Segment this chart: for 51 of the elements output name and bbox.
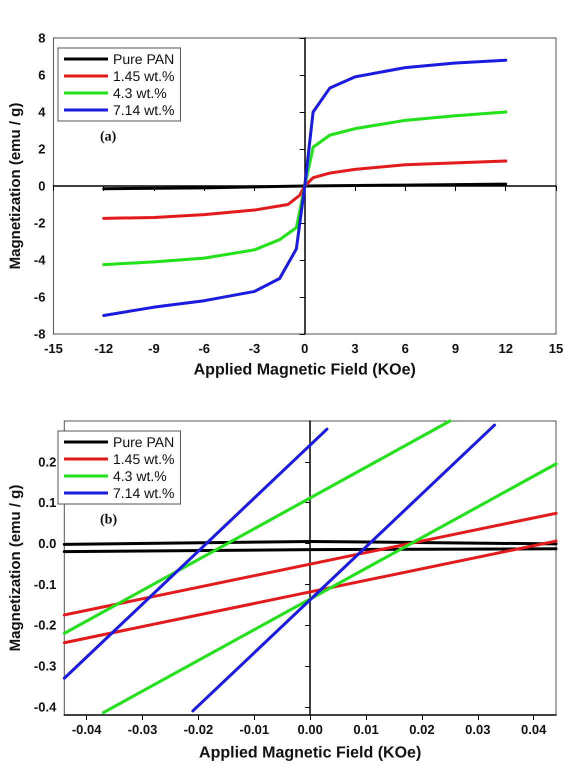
y-tick-label: -2: [34, 216, 46, 230]
x-tick-label: -6: [198, 341, 210, 356]
x-tick-label: 12: [498, 341, 513, 356]
y-tick-label: 0.1: [38, 495, 56, 510]
x-tick-label: 0.03: [465, 722, 490, 737]
y-tick-label: -4: [34, 252, 46, 268]
x-tick-label: 6: [402, 341, 409, 356]
y-tick-label: -0.1: [34, 576, 56, 592]
x-tick-label: 0.01: [353, 722, 379, 737]
legend-label: Pure PAN: [113, 51, 174, 67]
x-tick-label: 0.00: [297, 722, 323, 737]
y-tick-label: 0.0: [38, 536, 56, 551]
y-tick-label: 6: [38, 68, 46, 82]
x-tick-label: -15: [44, 341, 63, 356]
legend-label: 7.14 wt.%: [113, 102, 174, 118]
x-tick-label: -9: [148, 341, 160, 356]
y-tick-label: -8: [34, 326, 46, 342]
y-tick-label: -6: [34, 290, 46, 304]
x-axis-title: Applied Magnetic Field (KOe): [199, 744, 422, 762]
line-series: [102, 160, 508, 220]
annotation: (a): [100, 130, 117, 144]
x-tick-label: -0.04: [72, 722, 102, 737]
x-tick-label: 0.02: [409, 722, 435, 737]
x-tick-label: -3: [248, 341, 260, 356]
legend-label: 1.45 wt.%: [113, 68, 174, 84]
y-tick-label: 0.2: [38, 454, 56, 470]
y-tick-label: -0.2: [34, 618, 56, 633]
x-tick-label: 0.04: [520, 722, 548, 737]
x-tick-label: -0.03: [128, 722, 158, 737]
annotation: (b): [100, 512, 118, 528]
y-tick-label: -0.3: [34, 658, 56, 674]
legend-label: 4.3 wt.%: [113, 468, 167, 484]
y-tick-label: 2: [38, 142, 46, 156]
legend-label: 1.45 wt.%: [113, 451, 174, 467]
x-tick-label: 9: [452, 341, 460, 356]
y-tick-label: 0: [38, 178, 46, 194]
legend-label: 7.14 wt.%: [113, 485, 174, 501]
x-tick-label: -0.01: [239, 722, 270, 737]
x-tick-label: 3: [351, 341, 359, 356]
x-axis-title: Applied Magnetic Field (KOe): [194, 362, 416, 378]
x-tick-label: 15: [548, 341, 564, 356]
y-tick-label: -0.4: [34, 699, 58, 714]
x-tick-label: 0: [301, 341, 308, 356]
legend-label: Pure PAN: [113, 434, 174, 450]
y-axis-title: Magnetization (emu / g): [7, 102, 24, 270]
y-axis-title: Magnetization (emu / g): [7, 484, 24, 652]
y-tick-label: 4: [38, 104, 46, 120]
x-tick-label: -0.02: [184, 722, 214, 737]
legend-label: 4.3 wt.%: [113, 85, 167, 101]
y-tick-label: 8: [38, 30, 46, 46]
x-tick-label: -12: [94, 341, 114, 356]
